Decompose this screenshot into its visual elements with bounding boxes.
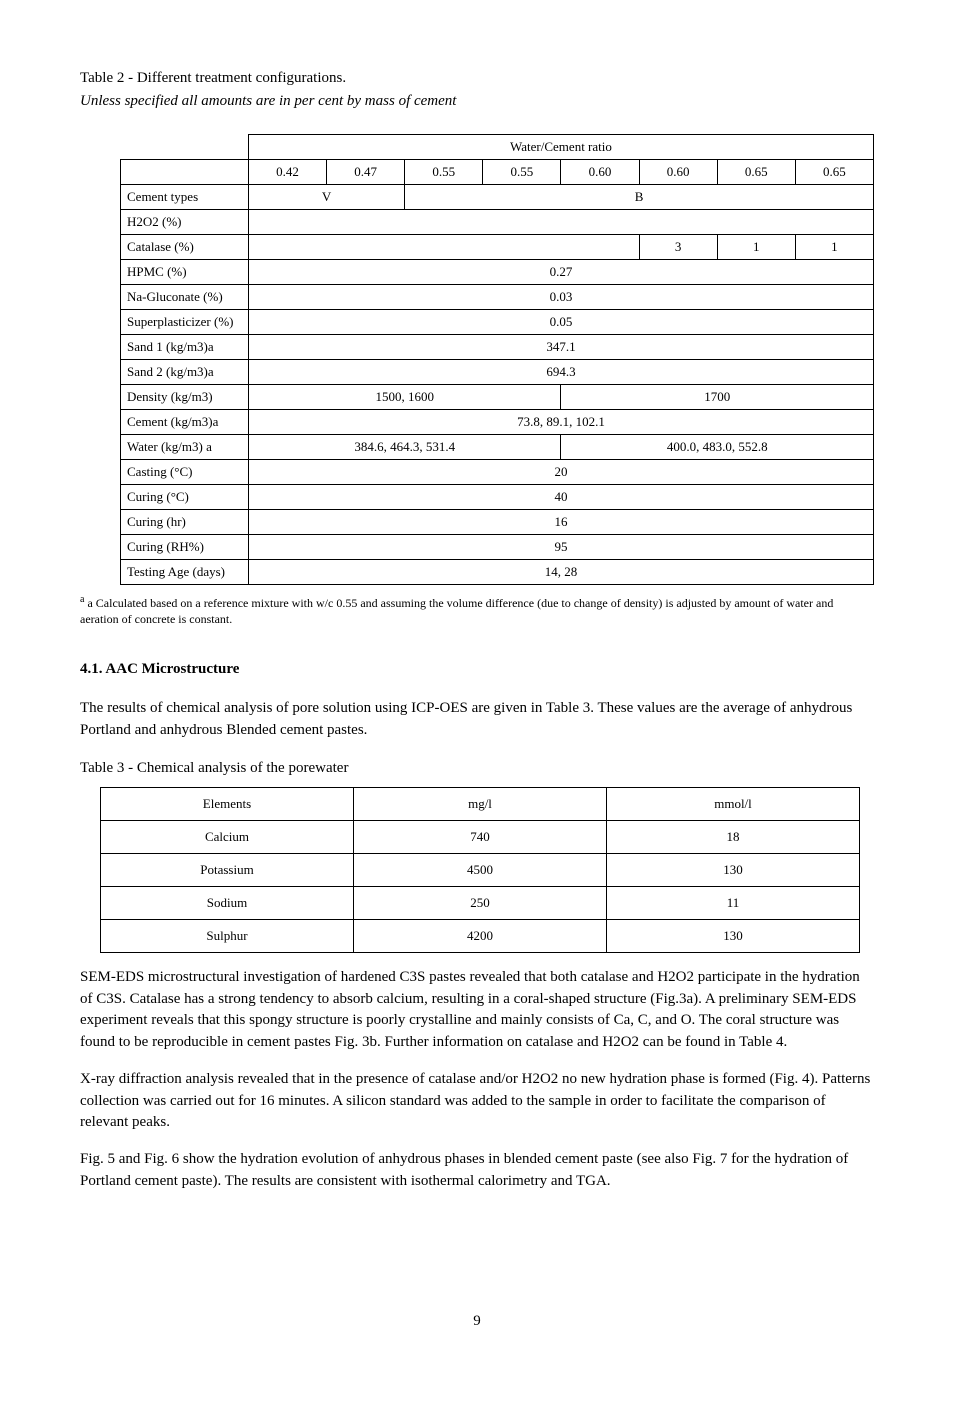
table2-column-header: Elements [101,787,354,820]
table2-title: Table 3 - Chemical analysis of the porew… [80,760,874,777]
table1-cell: 40 [248,485,873,510]
table2-cell: 250 [354,886,607,919]
table2-cell: Potassium [101,853,354,886]
table2-cell: Sodium [101,886,354,919]
table1-cell [248,210,873,235]
table1-row-label: Curing (RH%) [121,535,249,560]
table2-cell: 11 [607,886,860,919]
table1-row-label: Sand 1 (kg/m3)a [121,335,249,360]
body-paragraph: Fig. 5 and Fig. 6 show the hydration evo… [80,1149,874,1193]
table1-row-label: Casting (°C) [121,460,249,485]
table1-top-header: Water/Cement ratio [248,135,873,160]
body-paragraph: SEM-EDS microstructural investigation of… [80,967,874,1054]
table1-subtitle: Unless specified all amounts are in per … [80,93,874,110]
table1-cell: 347.1 [248,335,873,360]
table1-cell: 95 [248,535,873,560]
table2-cell: 130 [607,919,860,952]
section-heading: 4.1. AAC Microstructure [80,661,874,678]
table2: Elementsmg/lmmol/l Calcium74018 Potassium4… [100,787,860,953]
table1-footnote: a a Calculated based on a reference mixt… [80,593,874,627]
table1-wc-ratio: 0.60 [561,160,639,185]
table1-row-label: Testing Age (days) [121,560,249,585]
table1-cell: 384.6, 464.3, 531.4 [248,435,561,460]
table1-row-label: Sand 2 (kg/m3)a [121,360,249,385]
table2-cell: 18 [607,820,860,853]
table1-row-label: H2O2 (%) [121,210,249,235]
table1-row-label: Cement types [121,185,249,210]
table1-cell: 694.3 [248,360,873,385]
table1-title: Table 2 - Different treatment configurat… [80,70,874,87]
table1-wc-ratio: 0.65 [795,160,873,185]
table2-cell: 4500 [354,853,607,886]
table2-cell: Sulphur [101,919,354,952]
body-paragraph: X-ray diffraction analysis revealed that… [80,1069,874,1134]
table1-cell: V [248,185,404,210]
table1-row-label: Curing (°C) [121,485,249,510]
table1-row-label: HPMC (%) [121,260,249,285]
table1-cell: 400.0, 483.0, 552.8 [561,435,874,460]
table1-row-label: Density (kg/m3) [121,385,249,410]
table1-wc-ratio: 0.42 [248,160,326,185]
body-paragraphs: SEM-EDS microstructural investigation of… [80,967,874,1193]
table1-footnote-text: a Calculated based on a reference mixtur… [80,596,833,626]
table1-cell: B [405,185,874,210]
table1-wc-ratio: 0.60 [639,160,717,185]
table1-row-label: Curing (hr) [121,510,249,535]
table1-cell: 0.27 [248,260,873,285]
table1-cell: 0.03 [248,285,873,310]
table1-cell [248,235,639,260]
table1-wc-ratio: 0.47 [327,160,405,185]
table2-cell: 4200 [354,919,607,952]
table1-cell: 3 [639,235,717,260]
table1-row-label: Cement (kg/m3)a [121,410,249,435]
table2-column-header: mg/l [354,787,607,820]
table1-cell: 1 [717,235,795,260]
document-page: Table 2 - Different treatment configurat… [0,0,954,1405]
table1-wc-ratio: 0.65 [717,160,795,185]
table2-cell: 740 [354,820,607,853]
table1-wc-ratio: 0.55 [483,160,561,185]
table1-cell: 20 [248,460,873,485]
table1-row-label: Water (kg/m3) a [121,435,249,460]
table1-row-label: Superplasticizer (%) [121,310,249,335]
table1-wc-ratio: 0.55 [405,160,483,185]
table2-cell: Calcium [101,820,354,853]
table2-intro: The results of chemical analysis of pore… [80,698,874,742]
table1-cell: 0.05 [248,310,873,335]
page-number: 9 [80,1313,874,1330]
table2-column-header: mmol/l [607,787,860,820]
table1-cell: 1700 [561,385,874,410]
table1-cell: 1 [795,235,873,260]
table1-cell: 14, 28 [248,560,873,585]
table2-cell: 130 [607,853,860,886]
table1-cell: 73.8, 89.1, 102.1 [248,410,873,435]
table1-cell: 16 [248,510,873,535]
table1-cell: 1500, 1600 [248,385,561,410]
table1-row-label: Na-Gluconate (%) [121,285,249,310]
table1: Water/Cement ratio0.420.470.550.550.600.… [120,134,874,585]
table1-row-label: Catalase (%) [121,235,249,260]
